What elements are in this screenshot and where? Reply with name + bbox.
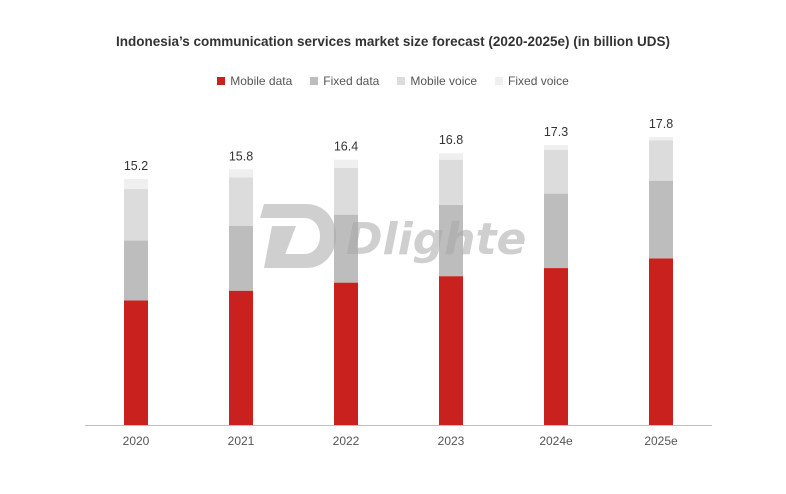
legend-label: Mobile data: [230, 74, 293, 88]
bar-segment: [124, 300, 148, 425]
legend-label: Fixed voice: [508, 74, 569, 88]
bar-segment: [439, 153, 463, 160]
legend-item: Fixed voice: [495, 74, 569, 88]
x-tick-label: 2022: [333, 434, 360, 448]
bar-segment: [334, 159, 358, 168]
watermark-logo: Dlightek: [260, 204, 528, 268]
bar-segment: [649, 258, 673, 425]
bar-segment: [439, 204, 463, 277]
bar-segment: [439, 159, 463, 205]
watermark-text: Dlightek: [346, 214, 528, 265]
bar-segment: [649, 180, 673, 259]
bar-segment: [544, 149, 568, 194]
legend-swatch: [310, 77, 319, 85]
bar-segment: [229, 169, 253, 178]
bar-segment: [124, 179, 148, 189]
total-label: 15.8: [229, 149, 253, 163]
total-label: 15.2: [124, 159, 148, 173]
bar-segment: [334, 282, 358, 425]
legend-label: Fixed data: [323, 74, 380, 88]
x-tick-label: 2023: [438, 434, 465, 448]
total-label: 17.8: [649, 117, 673, 131]
bar-segment: [229, 225, 253, 291]
bar-segment: [649, 137, 673, 141]
total-label: 16.4: [334, 140, 358, 154]
legend-swatch: [397, 77, 406, 85]
x-tick-label: 2025e: [644, 434, 678, 448]
bar-segment: [334, 167, 358, 215]
total-label: 17.3: [544, 125, 568, 139]
bar-segment: [124, 188, 148, 241]
bar-segment: [649, 140, 673, 181]
x-tick-label: 2021: [228, 434, 255, 448]
legend-item: Fixed data: [310, 74, 379, 88]
bar-segment: [439, 276, 463, 425]
bar-segment: [229, 177, 253, 226]
bar-segment: [544, 145, 568, 150]
bar-segment: [334, 214, 358, 283]
legend-label: Mobile voice: [410, 74, 478, 88]
x-tick-label: 2020: [123, 434, 150, 448]
legend-swatch: [495, 77, 504, 85]
legend-swatch: [217, 77, 226, 85]
bar-segment: [124, 240, 148, 301]
bar-segment: [544, 268, 568, 425]
chart-title: Indonesia’s communication services marke…: [116, 34, 670, 49]
bar-segment: [544, 193, 568, 269]
bar-segment: [229, 290, 253, 425]
legend-item: Mobile voice: [397, 74, 477, 88]
total-label: 16.8: [439, 133, 463, 147]
x-tick-label: 2024e: [539, 434, 573, 448]
legend-item: Mobile data: [217, 74, 292, 88]
legend: Mobile data Fixed data Mobile voice Fixed v…: [0, 74, 786, 88]
